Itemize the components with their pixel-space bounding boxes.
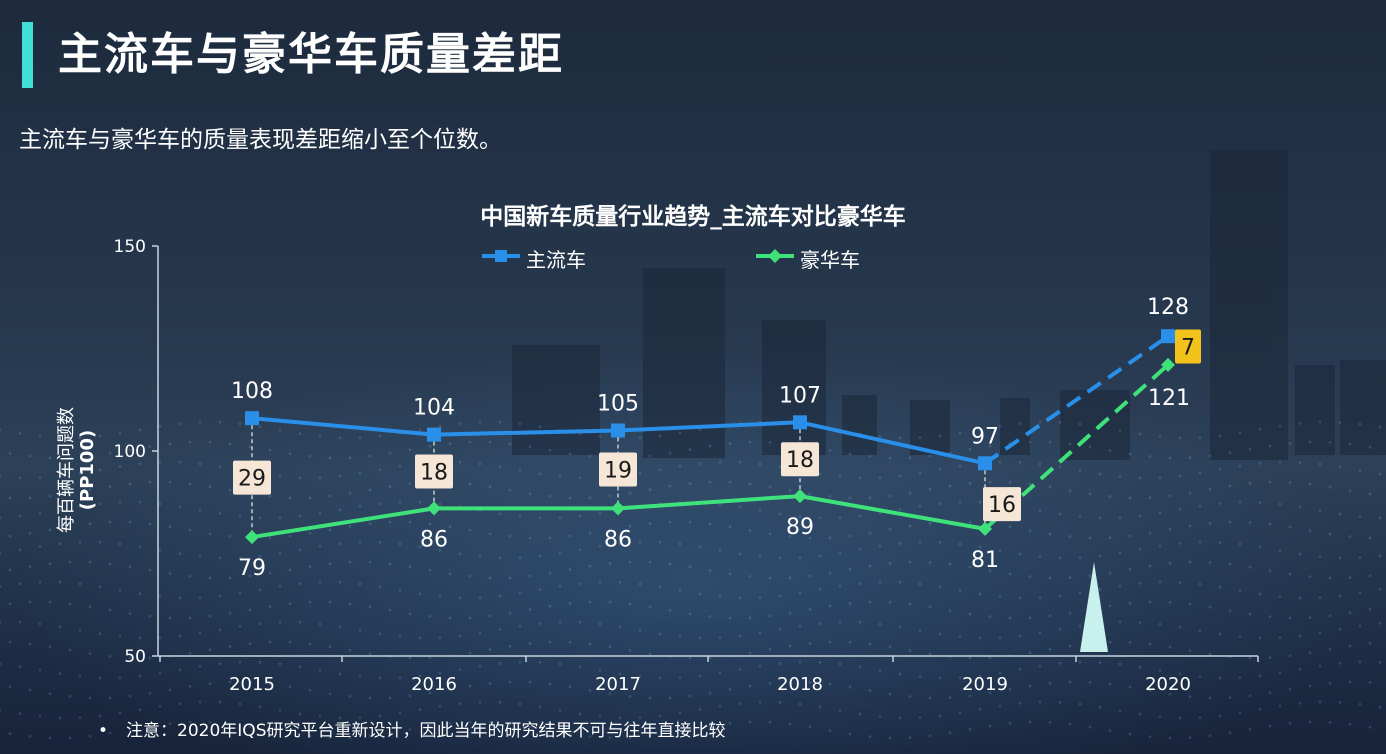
luxury-marker [793, 489, 807, 504]
luxury-value-label: 81 [971, 548, 999, 573]
legend-mainstream-marker [495, 250, 507, 262]
luxury-marker [245, 530, 259, 545]
luxury-value-label: 89 [786, 515, 814, 540]
mainstream-value-label: 104 [413, 396, 455, 421]
footnote-text: 注意：2020年IQS研究平台重新设计，因此当年的研究结果不可与往年直接比较 [126, 721, 726, 741]
y-axis-title-line1: 每百辆车问题数 [56, 407, 77, 533]
gap-box [415, 454, 453, 489]
gap-box [1175, 329, 1201, 364]
gap-box-label: 7 [1181, 336, 1195, 361]
redesign-divider-marker [1080, 562, 1108, 652]
x-tick-label: 2016 [411, 674, 457, 695]
gap-box [781, 442, 819, 477]
title-accent-bar [22, 22, 33, 88]
page-subtitle: 主流车与豪华车的质量表现差距缩小至个位数。 [19, 127, 502, 153]
mainstream-series-dashed [983, 334, 1170, 465]
luxury-marker [427, 501, 441, 516]
luxury-value-label: 121 [1148, 386, 1190, 411]
mainstream-value-label: 108 [231, 379, 273, 404]
x-tick-label: 2019 [962, 674, 1008, 695]
legend-luxury-label: 豪华车 [800, 248, 860, 272]
y-axis-title: 每百辆车问题数 (PP100) [56, 407, 98, 533]
mainstream-marker [793, 415, 807, 430]
mainstream-value-label: 107 [779, 383, 821, 408]
luxury-value-label: 79 [238, 556, 266, 581]
footnote-bullet: • [98, 721, 109, 741]
mainstream-marker [245, 411, 259, 426]
mainstream-marker [427, 427, 441, 442]
gap-box-label: 16 [988, 493, 1016, 518]
mainstream-value-label: 105 [597, 392, 639, 417]
luxury-value-label: 86 [604, 527, 632, 552]
footnote: • 注意：2020年IQS研究平台重新设计，因此当年的研究结果不可与往年直接比较 [98, 716, 725, 741]
y-tick-label: 50 [124, 647, 146, 667]
mainstream-marker [1161, 329, 1175, 344]
luxury-marker [611, 501, 625, 516]
mainstream-value-label: 97 [971, 424, 999, 449]
chart-title: 中国新车质量行业趋势_主流车对比豪华车 [480, 204, 906, 230]
gap-box-label: 29 [238, 467, 266, 492]
mainstream-marker [611, 423, 625, 438]
x-tick-label: 2017 [595, 674, 641, 695]
legend-mainstream-label: 主流车 [526, 248, 586, 272]
luxury-value-label: 86 [420, 527, 448, 552]
gap-box [599, 452, 637, 487]
x-tick-label: 2020 [1145, 674, 1191, 695]
y-axis-title-line2: (PP100) [77, 430, 98, 510]
x-tick-label: 2018 [777, 674, 823, 695]
mainstream-marker [978, 456, 992, 471]
gap-box-label: 18 [420, 461, 448, 486]
gap-box [233, 460, 271, 495]
legend-luxury-marker [768, 249, 782, 263]
y-tick-label: 100 [114, 442, 146, 462]
gap-box-label: 18 [786, 448, 814, 473]
y-tick-label: 150 [114, 237, 146, 257]
gap-box-label: 19 [604, 458, 632, 483]
mainstream-value-label: 128 [1147, 295, 1189, 320]
luxury-marker [1161, 357, 1175, 372]
x-tick-label: 2015 [229, 674, 275, 695]
page-title: 主流车与豪华车质量差距 [58, 29, 564, 80]
legend [482, 249, 794, 263]
luxury-marker [978, 521, 992, 536]
gap-box [983, 487, 1021, 522]
